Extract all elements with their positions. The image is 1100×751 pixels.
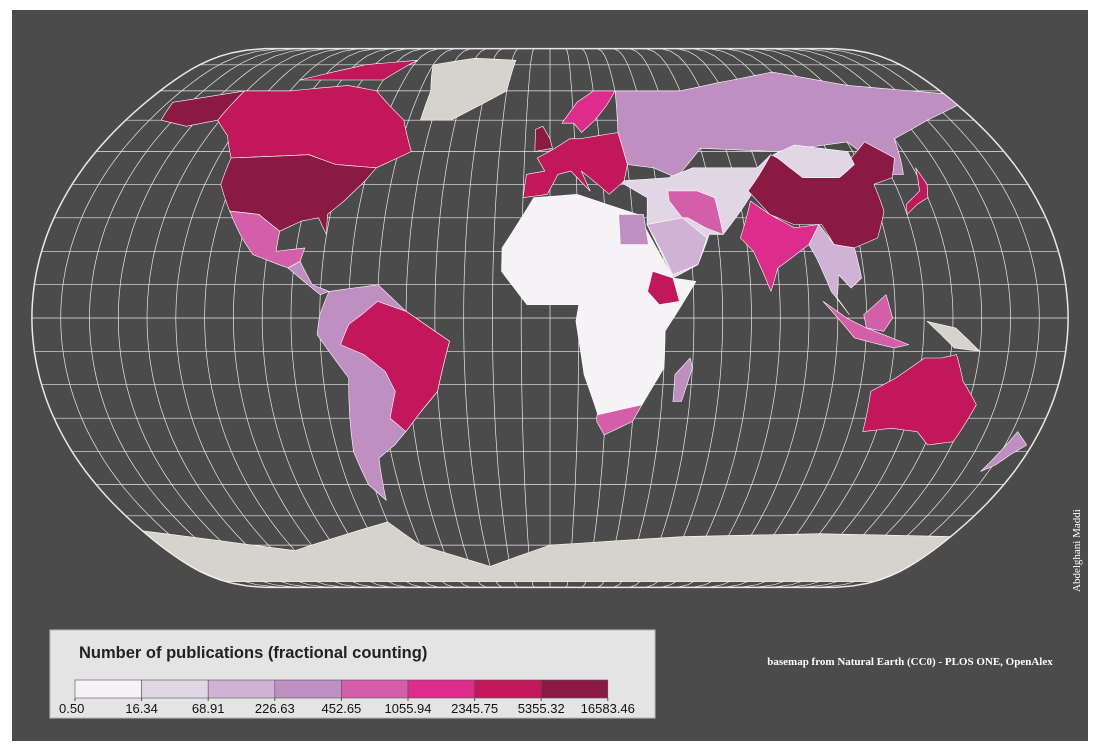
legend-swatch xyxy=(407,679,475,699)
legend-swatch xyxy=(341,679,409,699)
legend-break-label: 68.91 xyxy=(192,701,225,716)
legend-break-label: 16.34 xyxy=(125,701,158,716)
legend-break-label: 2345.75 xyxy=(451,701,498,716)
legend-box xyxy=(49,629,656,719)
land xyxy=(522,132,628,198)
legend-title: Number of publications (fractional count… xyxy=(79,644,427,662)
land xyxy=(340,301,450,432)
land xyxy=(229,210,306,269)
land xyxy=(646,217,708,275)
legend-swatch xyxy=(74,679,142,699)
land xyxy=(561,90,616,133)
land xyxy=(647,271,680,305)
legend-swatch xyxy=(474,679,542,699)
legend-swatch xyxy=(274,679,342,699)
legend-break-label: 5355.32 xyxy=(518,701,565,716)
land xyxy=(299,60,418,81)
land xyxy=(862,354,977,446)
land xyxy=(142,521,951,582)
land xyxy=(596,404,643,436)
author: Abdelghani Maddi xyxy=(1071,509,1083,592)
land xyxy=(808,224,862,315)
land xyxy=(217,85,412,169)
legend-swatch xyxy=(540,679,609,699)
legend-swatch xyxy=(207,679,276,699)
land xyxy=(905,167,929,215)
credit: basemap from Natural Earth (CC0) - PLOS … xyxy=(767,656,1053,668)
land xyxy=(980,431,1027,472)
legend-break-label: 1055.94 xyxy=(385,701,432,716)
legend-swatch xyxy=(141,679,209,699)
legend-break-label: 226.63 xyxy=(255,701,295,716)
legend: 0.50 16.34 68.91 226.63 452.65 1055.94 2345.75… xyxy=(59,679,635,716)
land xyxy=(667,190,724,235)
legend-break-label: 452.65 xyxy=(322,701,362,716)
land xyxy=(160,90,245,127)
land xyxy=(772,144,855,178)
legend-break-label: 16583.46 xyxy=(581,701,635,716)
land xyxy=(534,126,553,152)
land xyxy=(672,357,693,402)
land xyxy=(618,214,649,245)
land xyxy=(926,321,980,352)
world-map xyxy=(31,47,1069,589)
land xyxy=(822,301,909,349)
land xyxy=(420,57,517,121)
legend-break-label: 0.50 xyxy=(59,701,84,716)
land xyxy=(863,294,893,332)
land xyxy=(501,194,697,436)
